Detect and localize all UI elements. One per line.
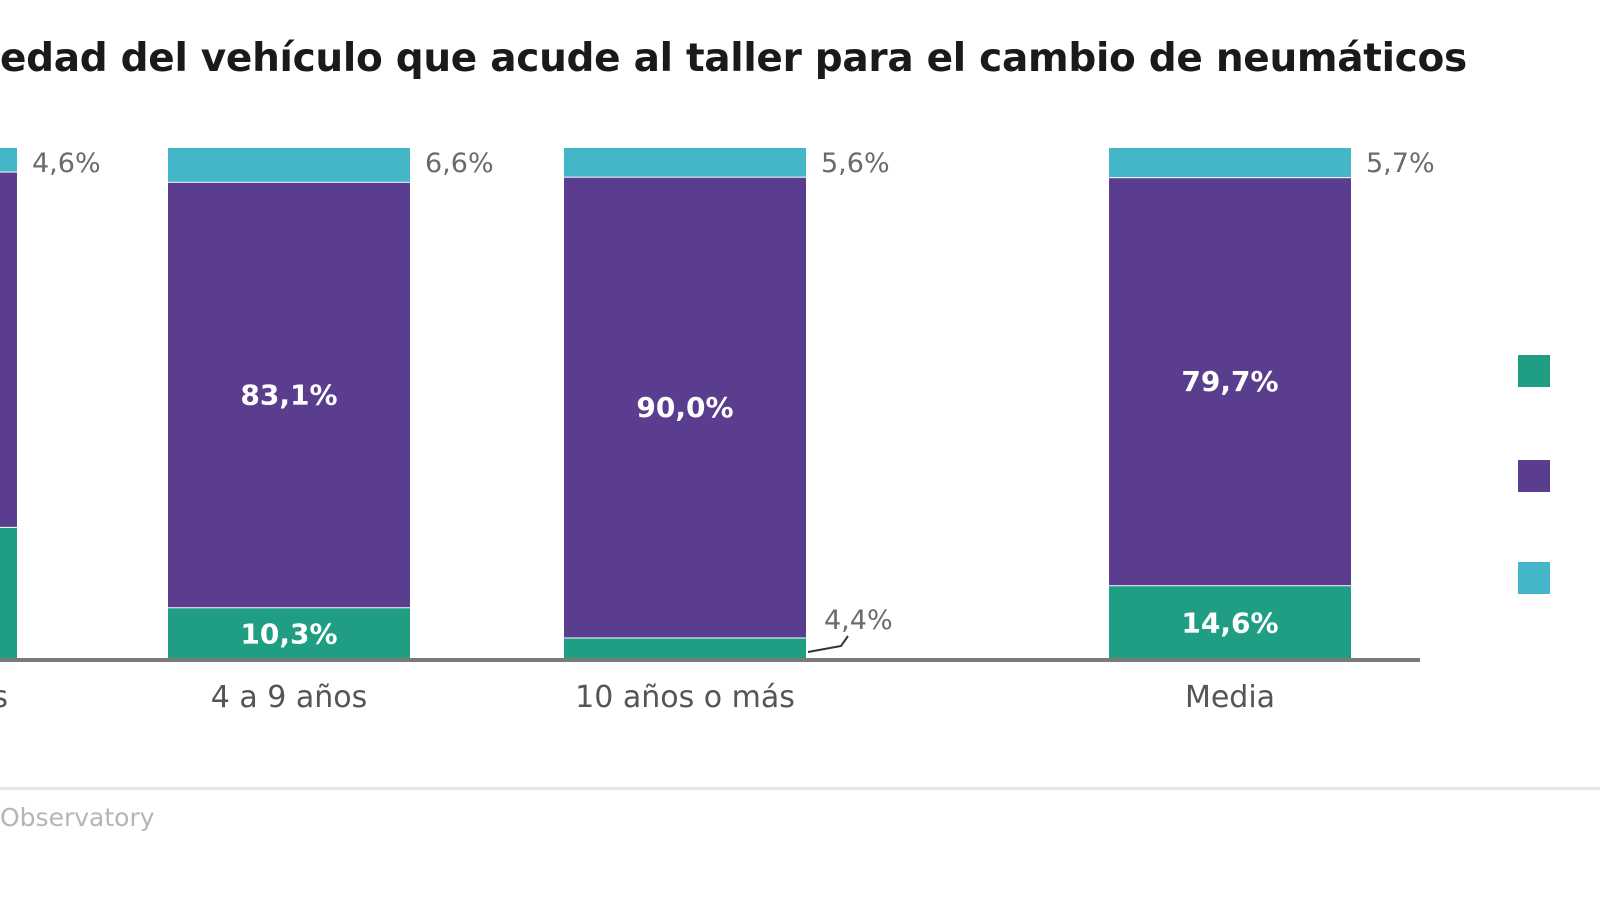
- value-label-3-1: 79,7%: [1181, 365, 1278, 398]
- value-label-0-2: 4,6%: [32, 148, 101, 179]
- bar-segment-1-2: [168, 148, 410, 182]
- x-tick-label-2: 10 años o más: [575, 680, 795, 715]
- value-label-1-1: 83,1%: [240, 379, 337, 412]
- bar-segment-1-0: [168, 607, 410, 660]
- segment-separator-1-1: [168, 180, 410, 183]
- bar-segment-0-2: [0, 148, 17, 172]
- bar-segment-3-0: [1109, 585, 1351, 660]
- value-label-2-0: 4,4%: [824, 605, 893, 636]
- legend-swatch-0: [1518, 355, 1550, 387]
- x-tick-label-1: 4 a 9 años: [211, 680, 368, 715]
- source-note: Observatory: [0, 803, 155, 832]
- x-tick-label-3: Media: [1185, 680, 1275, 715]
- bar-segment-2-1: [564, 176, 806, 638]
- bar-segment-2-0: [564, 637, 806, 660]
- leader-line-2-0: [807, 635, 849, 653]
- legend-swatch-1: [1518, 460, 1550, 492]
- bar-segment-3-1: [1109, 177, 1351, 586]
- value-label-2-2: 5,6%: [821, 148, 890, 179]
- value-label-1-0: 10,3%: [240, 618, 337, 651]
- value-label-3-2: 5,7%: [1366, 148, 1435, 179]
- source-divider: [0, 787, 1600, 790]
- value-label-3-0: 14,6%: [1181, 607, 1278, 640]
- value-label-1-2: 6,6%: [425, 148, 494, 179]
- chart-title: edad del vehículo que acude al taller pa…: [0, 36, 1467, 81]
- legend-swatch-2: [1518, 562, 1550, 594]
- bar-segment-0-1: [0, 171, 17, 527]
- bar-segment-3-2: [1109, 148, 1351, 178]
- bar-segment-1-1: [168, 181, 410, 608]
- bar-segment-2-2: [564, 148, 806, 177]
- x-tick-label-0: s: [0, 680, 8, 715]
- bar-segment-0-0: [0, 526, 17, 660]
- value-label-2-1: 90,0%: [636, 391, 733, 424]
